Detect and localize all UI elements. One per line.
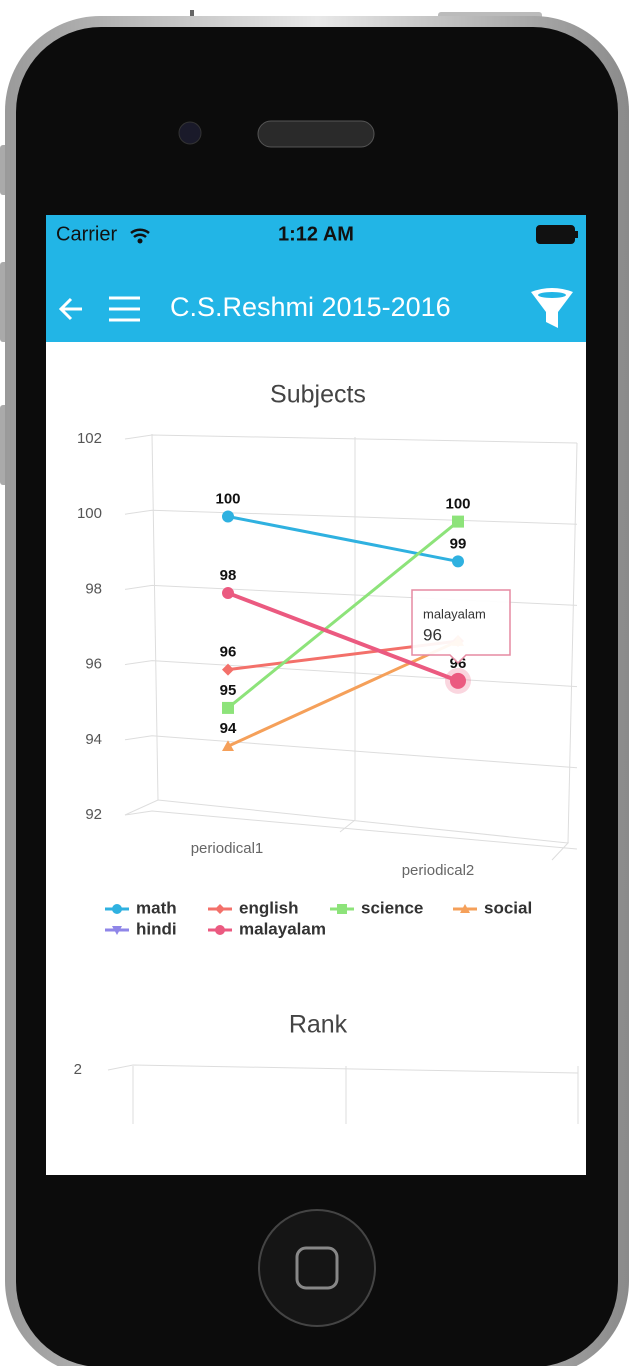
legend-label: social	[484, 898, 532, 917]
app-title: C.S.Reshmi 2015-2016	[170, 292, 451, 322]
data-label: 94	[220, 720, 237, 737]
x-tick-label: periodical1	[191, 840, 264, 857]
grid-line	[107, 1064, 579, 1074]
legend-marker	[460, 904, 470, 913]
legend-marker	[215, 904, 225, 914]
legend-label: hindi	[136, 919, 177, 938]
grid-line	[124, 660, 578, 688]
grid-line	[124, 810, 578, 850]
battery	[536, 225, 575, 244]
menu-button[interactable]	[109, 296, 140, 322]
y-tick-label: 102	[77, 430, 102, 447]
data-point	[452, 555, 464, 568]
data-label: 98	[220, 567, 237, 584]
legend-marker	[215, 925, 225, 935]
axis-line	[567, 442, 578, 844]
data-label: 99	[450, 535, 467, 552]
speaker	[257, 120, 375, 148]
tooltip-value: 96	[423, 625, 442, 644]
clock: 1:12 AM	[278, 223, 354, 245]
axis-line	[151, 433, 159, 801]
data-point	[222, 663, 234, 676]
series-line	[227, 591, 459, 683]
series-line	[227, 639, 459, 748]
y-tick-label: 2	[74, 1061, 82, 1078]
grid-line	[124, 735, 578, 769]
chart-title: Rank	[289, 1011, 348, 1039]
y-tick-label: 98	[85, 580, 102, 597]
back-button[interactable]	[58, 297, 82, 321]
chart-title: Subjects	[270, 381, 366, 409]
axis-floor	[124, 799, 570, 861]
data-point	[222, 740, 234, 752]
tooltip-name: malayalam	[423, 606, 486, 621]
y-tick-label: 92	[85, 806, 102, 823]
wifi-icon	[130, 228, 150, 239]
home-button[interactable]	[258, 1209, 376, 1327]
wifi-icon	[137, 238, 143, 244]
legend-label: malayalam	[239, 919, 326, 938]
tooltip	[411, 589, 511, 665]
legend-marker	[112, 926, 122, 935]
filter-button[interactable]	[531, 288, 573, 328]
legend-label: math	[136, 898, 177, 917]
x-tick-label: periodical2	[402, 862, 475, 879]
data-point	[222, 701, 234, 714]
filter-button	[538, 292, 566, 298]
y-tick-label: 96	[85, 656, 102, 673]
highlight-point	[450, 672, 466, 689]
legend-marker	[112, 904, 122, 914]
data-point	[222, 587, 234, 600]
data-label: 100	[215, 490, 240, 507]
home-icon	[295, 1246, 339, 1290]
camera	[178, 121, 202, 145]
carrier: Carrier	[56, 223, 117, 245]
legend-label: english	[239, 898, 299, 917]
data-label: 100	[445, 496, 470, 513]
data-label: 95	[220, 682, 237, 699]
data-point	[452, 515, 464, 528]
charts: Subjects 92 94 96 98 100 102 periodical1 periodi…	[74, 381, 579, 1124]
grid-line	[124, 509, 578, 525]
battery	[575, 231, 578, 238]
legend-label: science	[361, 898, 423, 917]
legend-marker	[337, 904, 347, 914]
data-label: 96	[220, 644, 237, 661]
screen	[46, 215, 586, 1175]
y-tick-label: 100	[77, 505, 102, 522]
y-tick-label: 94	[85, 731, 102, 748]
data-point	[222, 510, 234, 523]
series-line	[227, 520, 459, 710]
